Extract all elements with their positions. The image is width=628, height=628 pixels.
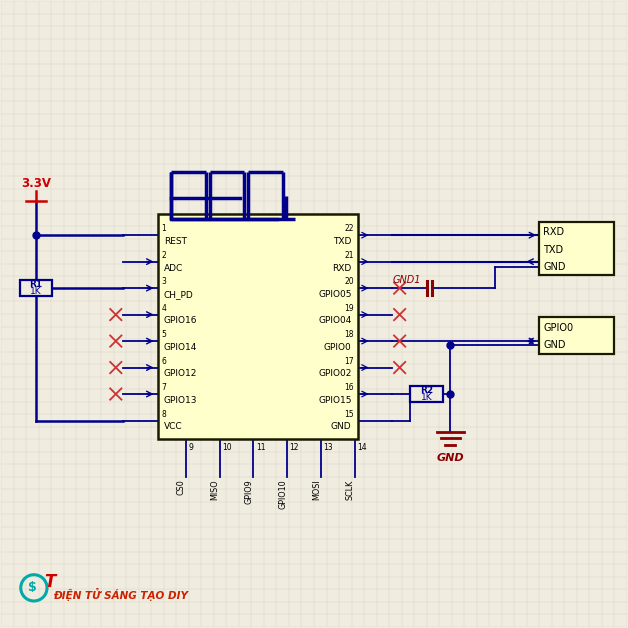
- Text: GPIO05: GPIO05: [318, 290, 352, 299]
- Text: 15: 15: [344, 409, 354, 419]
- Text: T: T: [45, 573, 56, 590]
- Text: GND: GND: [436, 453, 464, 463]
- Text: GPIO02: GPIO02: [318, 369, 352, 379]
- Text: 12: 12: [290, 443, 299, 452]
- Text: R2: R2: [420, 386, 433, 396]
- Text: GPIO12: GPIO12: [164, 369, 197, 379]
- Text: 8: 8: [161, 409, 166, 419]
- Text: MISO: MISO: [210, 480, 220, 501]
- Text: CH_PD: CH_PD: [164, 290, 193, 299]
- Text: 1: 1: [161, 224, 166, 233]
- Text: R1: R1: [30, 281, 42, 290]
- Text: $: $: [28, 581, 37, 593]
- Text: GND: GND: [543, 263, 566, 273]
- Bar: [539, 222, 614, 275]
- Bar: [19, 280, 52, 296]
- Text: MOSI: MOSI: [312, 480, 321, 501]
- Text: 5: 5: [161, 330, 166, 339]
- Text: 21: 21: [345, 251, 354, 260]
- Text: 17: 17: [344, 357, 354, 365]
- Text: TXD: TXD: [543, 245, 563, 255]
- Text: GPIO15: GPIO15: [318, 396, 352, 405]
- Text: GPIO9: GPIO9: [244, 480, 253, 504]
- Text: GPIO13: GPIO13: [164, 396, 197, 405]
- Text: VCC: VCC: [164, 423, 183, 431]
- Text: 2: 2: [161, 251, 166, 260]
- Text: 7: 7: [161, 383, 166, 392]
- Text: 16: 16: [344, 383, 354, 392]
- Text: REST: REST: [164, 237, 187, 246]
- Text: GPIO16: GPIO16: [164, 317, 197, 325]
- Text: 19: 19: [344, 304, 354, 313]
- Text: GND: GND: [543, 340, 566, 350]
- Text: SCLK: SCLK: [345, 480, 355, 500]
- Text: 10: 10: [222, 443, 232, 452]
- Text: GND: GND: [331, 423, 352, 431]
- Bar: [539, 318, 614, 354]
- Text: 11: 11: [256, 443, 266, 452]
- Text: RXD: RXD: [543, 227, 565, 237]
- Text: 18: 18: [345, 330, 354, 339]
- Text: 1K: 1K: [30, 288, 41, 296]
- Text: GPIO10: GPIO10: [278, 480, 287, 509]
- Text: ĐIỆN TỬ SÁNG TẠO DIY: ĐIỆN TỬ SÁNG TẠO DIY: [53, 588, 188, 600]
- Text: 14: 14: [357, 443, 367, 452]
- Text: 3: 3: [161, 277, 166, 286]
- Text: GPIO14: GPIO14: [164, 343, 197, 352]
- Text: GPIO04: GPIO04: [318, 317, 352, 325]
- Bar: [410, 386, 443, 402]
- Text: GPIO0: GPIO0: [543, 323, 573, 333]
- Text: GPIO0: GPIO0: [324, 343, 352, 352]
- Text: ADC: ADC: [164, 264, 183, 273]
- Text: 9: 9: [188, 443, 193, 452]
- Text: GND1: GND1: [393, 275, 421, 285]
- Text: 1K: 1K: [421, 393, 432, 403]
- Text: 4: 4: [161, 304, 166, 313]
- Text: 3.3V: 3.3V: [21, 176, 51, 190]
- Text: 6: 6: [161, 357, 166, 365]
- Text: 22: 22: [345, 224, 354, 233]
- Text: 13: 13: [323, 443, 333, 452]
- Bar: [158, 214, 358, 439]
- Text: CS0: CS0: [177, 480, 186, 495]
- Text: RXD: RXD: [332, 264, 352, 273]
- Text: TXD: TXD: [333, 237, 352, 246]
- Text: 20: 20: [344, 277, 354, 286]
